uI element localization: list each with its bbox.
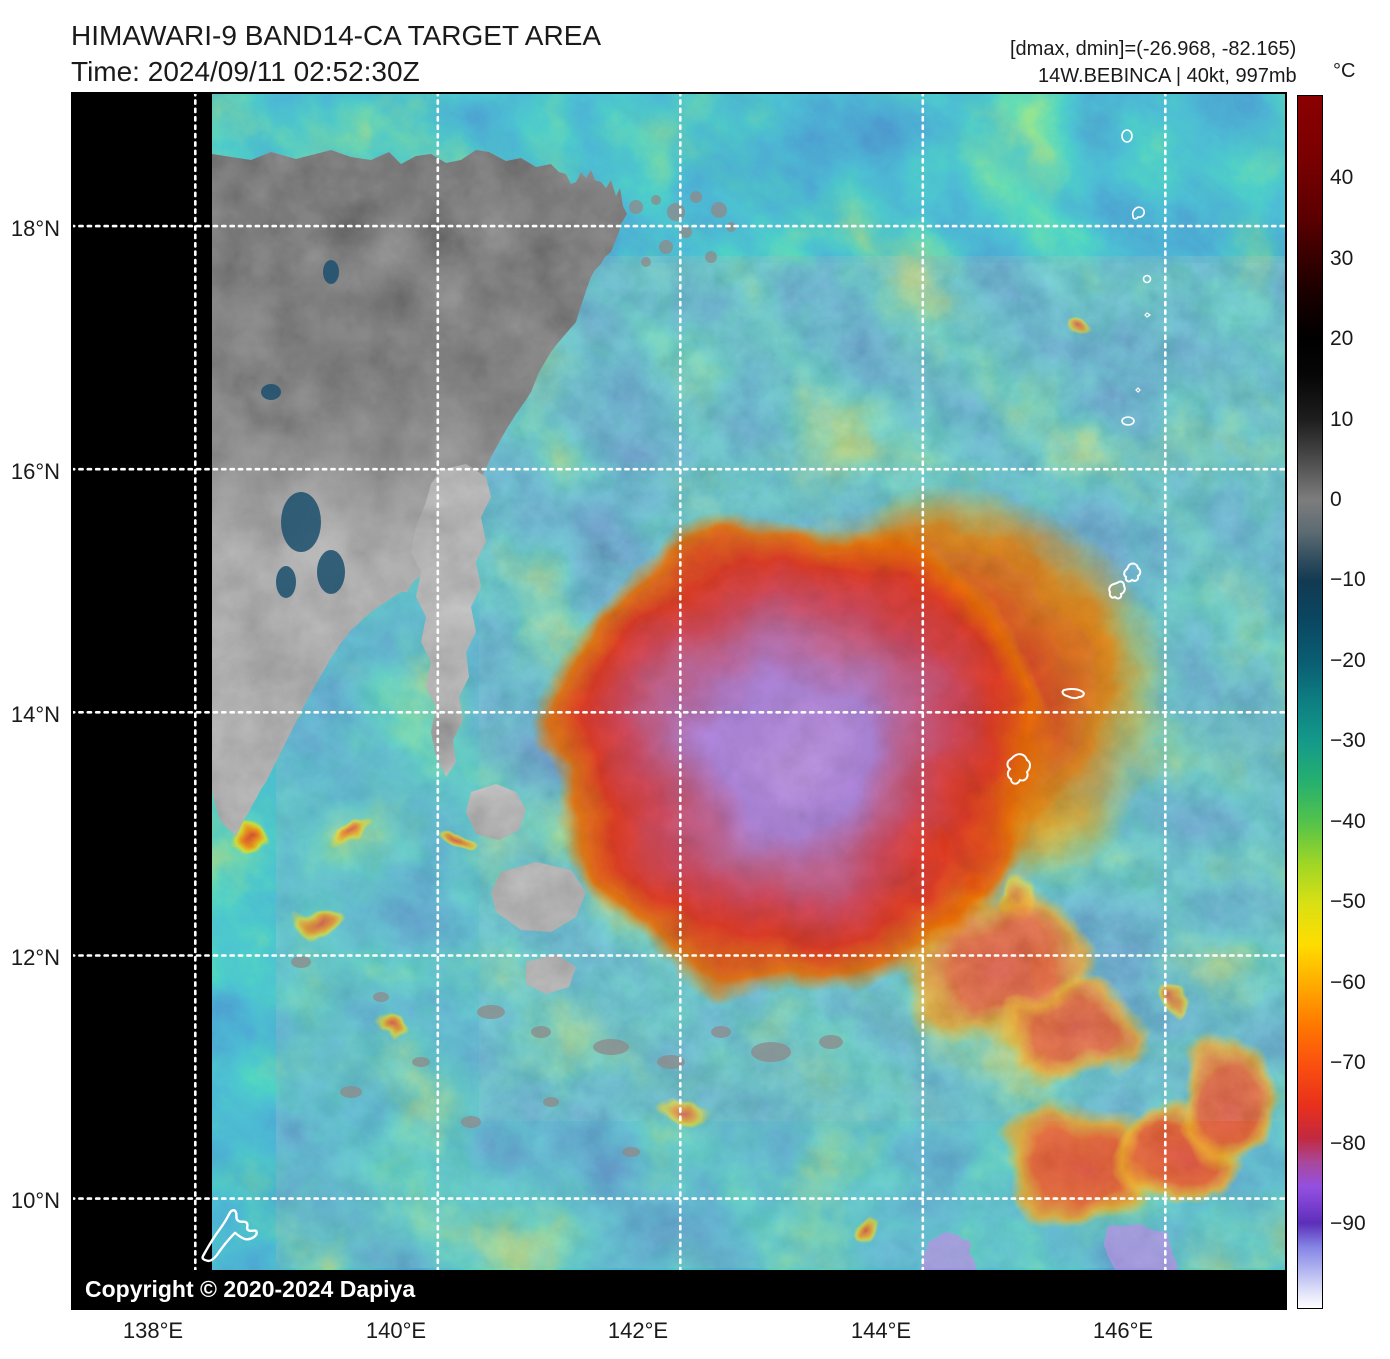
svg-text:Copyright © 2020-2024 Dapiya: Copyright © 2020-2024 Dapiya: [85, 1276, 415, 1302]
